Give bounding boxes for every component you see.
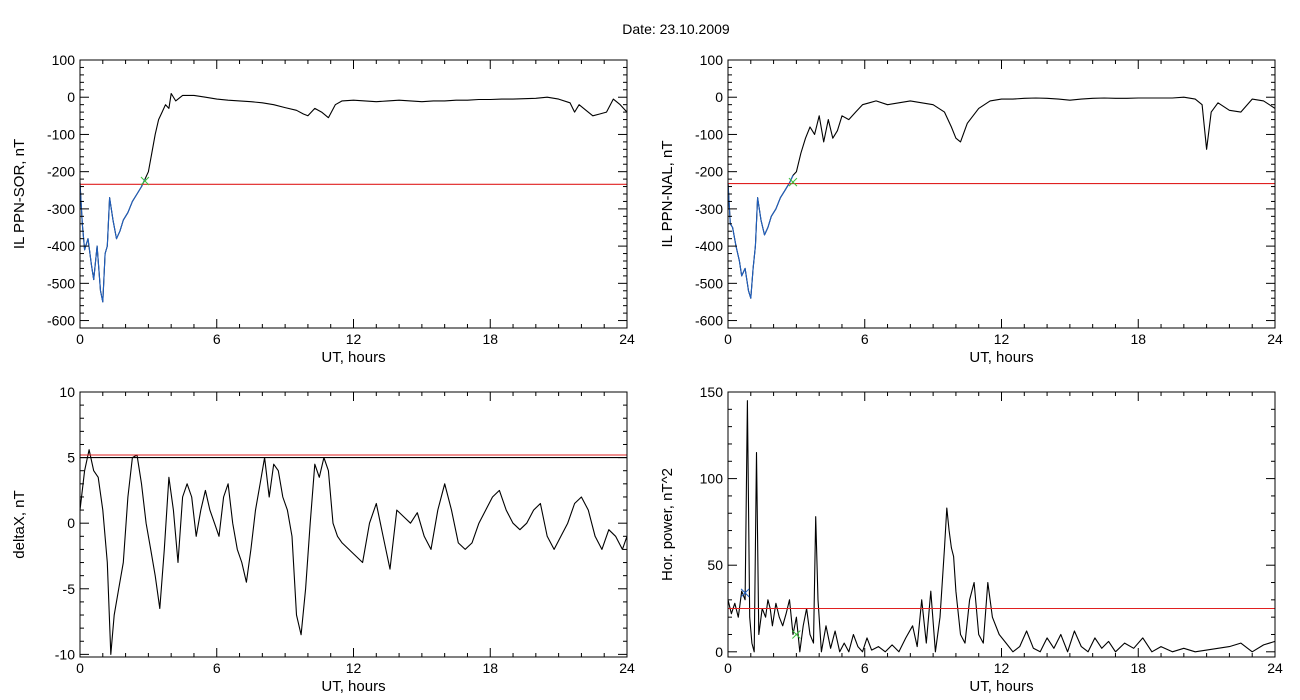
x-axis-label: UT, hours bbox=[969, 678, 1033, 695]
chart-ppn-nal: 0 6 12 18 24 100 0 -100 -200 -300 -400 -500 -600 UT, … bbox=[659, 52, 1283, 366]
y-tick-label: 0 bbox=[67, 515, 75, 531]
y-tick-label: -600 bbox=[695, 313, 723, 329]
chart-ppn-sor: 0 6 12 18 24 100 0 -100 -200 -300 -400 -500 -600 UT, … bbox=[11, 52, 635, 366]
x-axis-label: UT, hours bbox=[321, 349, 385, 366]
plot-frame bbox=[727, 59, 1276, 329]
series-line-1 bbox=[727, 175, 794, 299]
y-tick-label: -500 bbox=[695, 275, 723, 291]
marker-x-1 bbox=[792, 630, 801, 639]
x-tick-label: 24 bbox=[619, 331, 635, 347]
y-tick-label: -200 bbox=[695, 164, 723, 180]
plot-frame bbox=[727, 391, 1276, 658]
y-tick-label: -5 bbox=[63, 581, 76, 597]
series-line-0 bbox=[727, 96, 1276, 299]
y-tick-label: 10 bbox=[59, 384, 75, 400]
x-tick-label: 0 bbox=[76, 660, 84, 676]
marker-x-0 bbox=[140, 176, 150, 186]
y-tick-label: 5 bbox=[67, 450, 75, 466]
y-tick-label: 0 bbox=[715, 89, 723, 105]
x-tick-label: 6 bbox=[213, 331, 221, 347]
x-tick-label: 24 bbox=[619, 660, 635, 676]
chart-hor-power: 0 6 12 18 24 0 50 100 150 UT, hours Hor. power, nT… bbox=[659, 384, 1283, 695]
x-tick-label: 18 bbox=[1130, 660, 1146, 676]
x-tick-label: 0 bbox=[724, 331, 732, 347]
x-axis-label: UT, hours bbox=[321, 678, 385, 695]
y-tick-label: -100 bbox=[695, 126, 723, 142]
y-axis-label: Hor. power, nT^2 bbox=[659, 468, 676, 581]
chart-deltax: 0 6 12 18 24 10 5 0 -5 -10 UT, hours deltaX, nT bbox=[11, 384, 635, 695]
x-tick-label: 12 bbox=[994, 660, 1010, 676]
marker-x-0 bbox=[788, 177, 798, 187]
x-tick-label: 6 bbox=[213, 660, 221, 676]
x-tick-label: 12 bbox=[346, 660, 362, 676]
y-tick-label: -10 bbox=[55, 646, 75, 662]
y-tick-label: -100 bbox=[47, 126, 75, 142]
series-line-0 bbox=[79, 449, 628, 655]
y-tick-label: -300 bbox=[47, 201, 75, 217]
series-line-0 bbox=[727, 400, 1276, 653]
y-tick-label: -200 bbox=[47, 164, 75, 180]
y-tick-label: 100 bbox=[700, 471, 724, 487]
x-tick-label: 24 bbox=[1267, 331, 1283, 347]
y-tick-label: 0 bbox=[715, 644, 723, 660]
y-tick-label: 0 bbox=[67, 89, 75, 105]
x-tick-label: 0 bbox=[76, 331, 84, 347]
y-tick-label: 100 bbox=[52, 52, 76, 68]
x-tick-label: 24 bbox=[1267, 660, 1283, 676]
x-tick-label: 18 bbox=[482, 331, 498, 347]
y-axis-label: deltaX, nT bbox=[11, 490, 28, 558]
y-tick-label: 150 bbox=[700, 384, 724, 400]
y-tick-label: -500 bbox=[47, 275, 75, 291]
y-axis-label: IL PPN-SOR, nT bbox=[11, 139, 28, 249]
plots: 0 6 12 18 241000-100-200-300-400-500-600UT, … bbox=[11, 52, 1283, 695]
y-tick-label: 100 bbox=[700, 52, 724, 68]
x-tick-label: 18 bbox=[1130, 331, 1146, 347]
y-tick-label: -600 bbox=[47, 313, 75, 329]
x-tick-label: 18 bbox=[482, 660, 498, 676]
x-tick-label: 0 bbox=[724, 660, 732, 676]
marker-x-0 bbox=[740, 588, 750, 598]
series-line-1 bbox=[79, 178, 146, 303]
y-tick-label: -400 bbox=[47, 238, 75, 254]
figure-title: Date: 23.10.2009 bbox=[622, 21, 730, 37]
y-tick-label: 50 bbox=[707, 557, 723, 573]
x-tick-label: 6 bbox=[861, 331, 869, 347]
series-line-0 bbox=[79, 92, 628, 303]
y-axis-label: IL PPN-NAL, nT bbox=[659, 141, 676, 248]
x-tick-label: 12 bbox=[346, 331, 362, 347]
x-tick-label: 6 bbox=[861, 660, 869, 676]
x-axis-label: UT, hours bbox=[969, 349, 1033, 366]
y-tick-label: -400 bbox=[695, 238, 723, 254]
x-tick-label: 12 bbox=[994, 331, 1010, 347]
y-tick-label: -300 bbox=[695, 201, 723, 217]
